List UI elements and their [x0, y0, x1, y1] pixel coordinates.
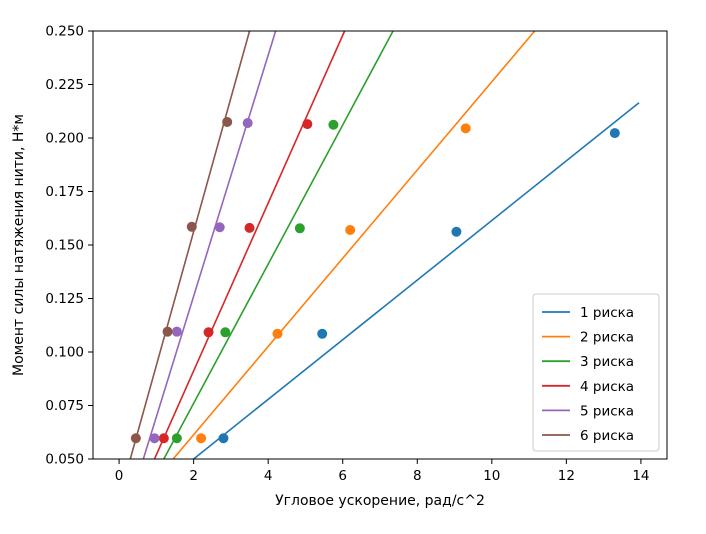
- legend-label-series-3: 3 риска: [580, 354, 634, 370]
- fit-line-series-3: [163, 31, 394, 459]
- data-point-series-6-3: [186, 221, 197, 232]
- y-tick-label: 0.075: [45, 398, 84, 414]
- data-point-series-4-2: [203, 327, 214, 338]
- fit-lines: [129, 31, 640, 459]
- data-points: [130, 116, 620, 444]
- x-tick-label: 14: [632, 468, 649, 484]
- data-point-series-2-1: [196, 433, 207, 444]
- legend-label-series-5: 5 риска: [580, 403, 634, 419]
- data-point-series-4-1: [158, 433, 169, 444]
- data-point-series-5-4: [242, 118, 253, 129]
- y-axis-label: Момент силы натяжения нити, Н*м: [11, 114, 27, 376]
- fit-line-series-2: [172, 31, 536, 459]
- fit-line-series-5: [142, 31, 277, 459]
- y-tick-label: 0.225: [45, 77, 84, 93]
- x-axis-ticks: 0 2 4 6 8 10 12 14: [115, 459, 650, 484]
- data-point-series-5-3: [214, 222, 225, 233]
- fit-line-series-1: [193, 102, 640, 459]
- legend-label-series-6: 6 риска: [580, 428, 634, 444]
- data-point-series-2-4: [460, 123, 471, 134]
- x-tick-label: 12: [558, 468, 575, 484]
- x-tick-label: 2: [189, 468, 198, 484]
- data-point-series-5-1: [149, 433, 160, 444]
- x-axis-label: Угловое ускорение, рад/с^2: [275, 493, 485, 509]
- legend-label-series-1: 1 риска: [580, 305, 634, 321]
- legend-label-series-2: 2 риска: [580, 330, 634, 346]
- data-point-series-4-4: [302, 119, 313, 130]
- y-tick-label: 0.100: [45, 345, 84, 361]
- data-point-series-3-2: [220, 327, 231, 338]
- data-point-series-2-3: [345, 225, 356, 236]
- x-tick-label: 0: [115, 468, 124, 484]
- data-point-series-3-1: [171, 433, 182, 444]
- data-point-series-1-2: [317, 328, 328, 339]
- data-point-series-4-3: [244, 222, 255, 233]
- y-tick-label: 0.050: [45, 452, 84, 468]
- y-tick-label: 0.175: [45, 184, 84, 200]
- fit-line-series-6: [129, 31, 251, 459]
- y-tick-label: 0.125: [45, 291, 84, 307]
- x-tick-label: 6: [338, 468, 347, 484]
- x-tick-label: 4: [264, 468, 273, 484]
- x-tick-label: 10: [483, 468, 500, 484]
- data-point-series-1-4: [609, 128, 620, 139]
- plot-frame: [92, 30, 668, 460]
- y-axis-ticks: 0.050 0.075 0.100 0.125 0.150 0.175 0.200 0.225…: [45, 24, 93, 468]
- data-point-series-1-1: [218, 433, 229, 444]
- data-point-series-6-1: [130, 433, 141, 444]
- data-point-series-5-2: [171, 326, 182, 337]
- data-point-series-3-3: [294, 223, 305, 234]
- data-point-series-2-2: [272, 328, 283, 339]
- y-tick-label: 0.250: [45, 24, 84, 40]
- y-tick-label: 0.200: [45, 131, 84, 147]
- data-point-series-1-3: [451, 226, 462, 237]
- fit-line-series-4: [153, 31, 346, 459]
- legend: 1 риска 2 риска 3 риска 4 риска 5 риска 6 рис…: [532, 293, 660, 452]
- data-point-series-6-2: [162, 326, 173, 337]
- data-point-series-3-4: [328, 119, 339, 130]
- x-tick-label: 8: [413, 468, 422, 484]
- data-point-series-6-4: [222, 116, 233, 127]
- legend-label-series-4: 4 риска: [580, 379, 634, 395]
- y-tick-label: 0.150: [45, 238, 84, 254]
- legend-box: [532, 293, 660, 452]
